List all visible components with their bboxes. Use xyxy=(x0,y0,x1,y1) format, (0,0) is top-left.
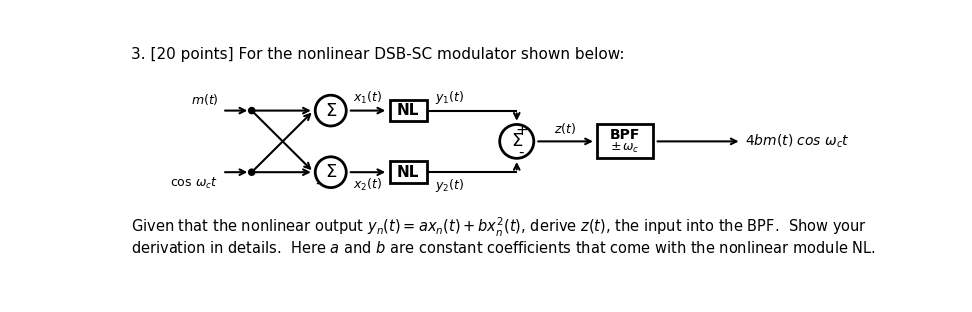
Text: $\Sigma$: $\Sigma$ xyxy=(325,102,337,119)
Text: 3. [20 points] For the nonlinear DSB-SC modulator shown below:: 3. [20 points] For the nonlinear DSB-SC … xyxy=(131,47,624,62)
Text: +: + xyxy=(515,123,528,138)
Text: NL: NL xyxy=(398,165,420,180)
Text: $x_2(t)$: $x_2(t)$ xyxy=(354,177,383,193)
Text: $z(t)$: $z(t)$ xyxy=(554,121,576,136)
Text: -: - xyxy=(519,145,524,160)
Text: cos $\omega_c t$: cos $\omega_c t$ xyxy=(170,176,219,191)
Text: $\Sigma$: $\Sigma$ xyxy=(510,132,523,150)
Text: Given that the nonlinear output $y_n(t) = ax_n(t) + bx_n^{2}(t)$, derive $z(t)$,: Given that the nonlinear output $y_n(t) … xyxy=(131,216,867,239)
Text: $4bm(t)$ cos $\omega_c t$: $4bm(t)$ cos $\omega_c t$ xyxy=(746,133,850,150)
Text: $y_1(t)$: $y_1(t)$ xyxy=(434,89,464,106)
Bar xyxy=(390,100,427,121)
Text: NL: NL xyxy=(398,103,420,118)
Circle shape xyxy=(249,169,255,175)
Circle shape xyxy=(249,108,255,114)
Text: $\Sigma$: $\Sigma$ xyxy=(325,163,337,181)
Text: -: - xyxy=(315,176,321,191)
Bar xyxy=(390,161,427,183)
Text: $y_2(t)$: $y_2(t)$ xyxy=(434,177,464,194)
Text: $x_1(t)$: $x_1(t)$ xyxy=(354,90,383,106)
Text: $\pm\,\omega_c$: $\pm\,\omega_c$ xyxy=(610,141,641,155)
Text: $m(t)$: $m(t)$ xyxy=(191,92,219,107)
Bar xyxy=(598,124,653,158)
Text: BPF: BPF xyxy=(610,128,641,142)
Text: derivation in details.  Here $a$ and $b$ are constant coefficients that come wit: derivation in details. Here $a$ and $b$ … xyxy=(131,240,876,256)
